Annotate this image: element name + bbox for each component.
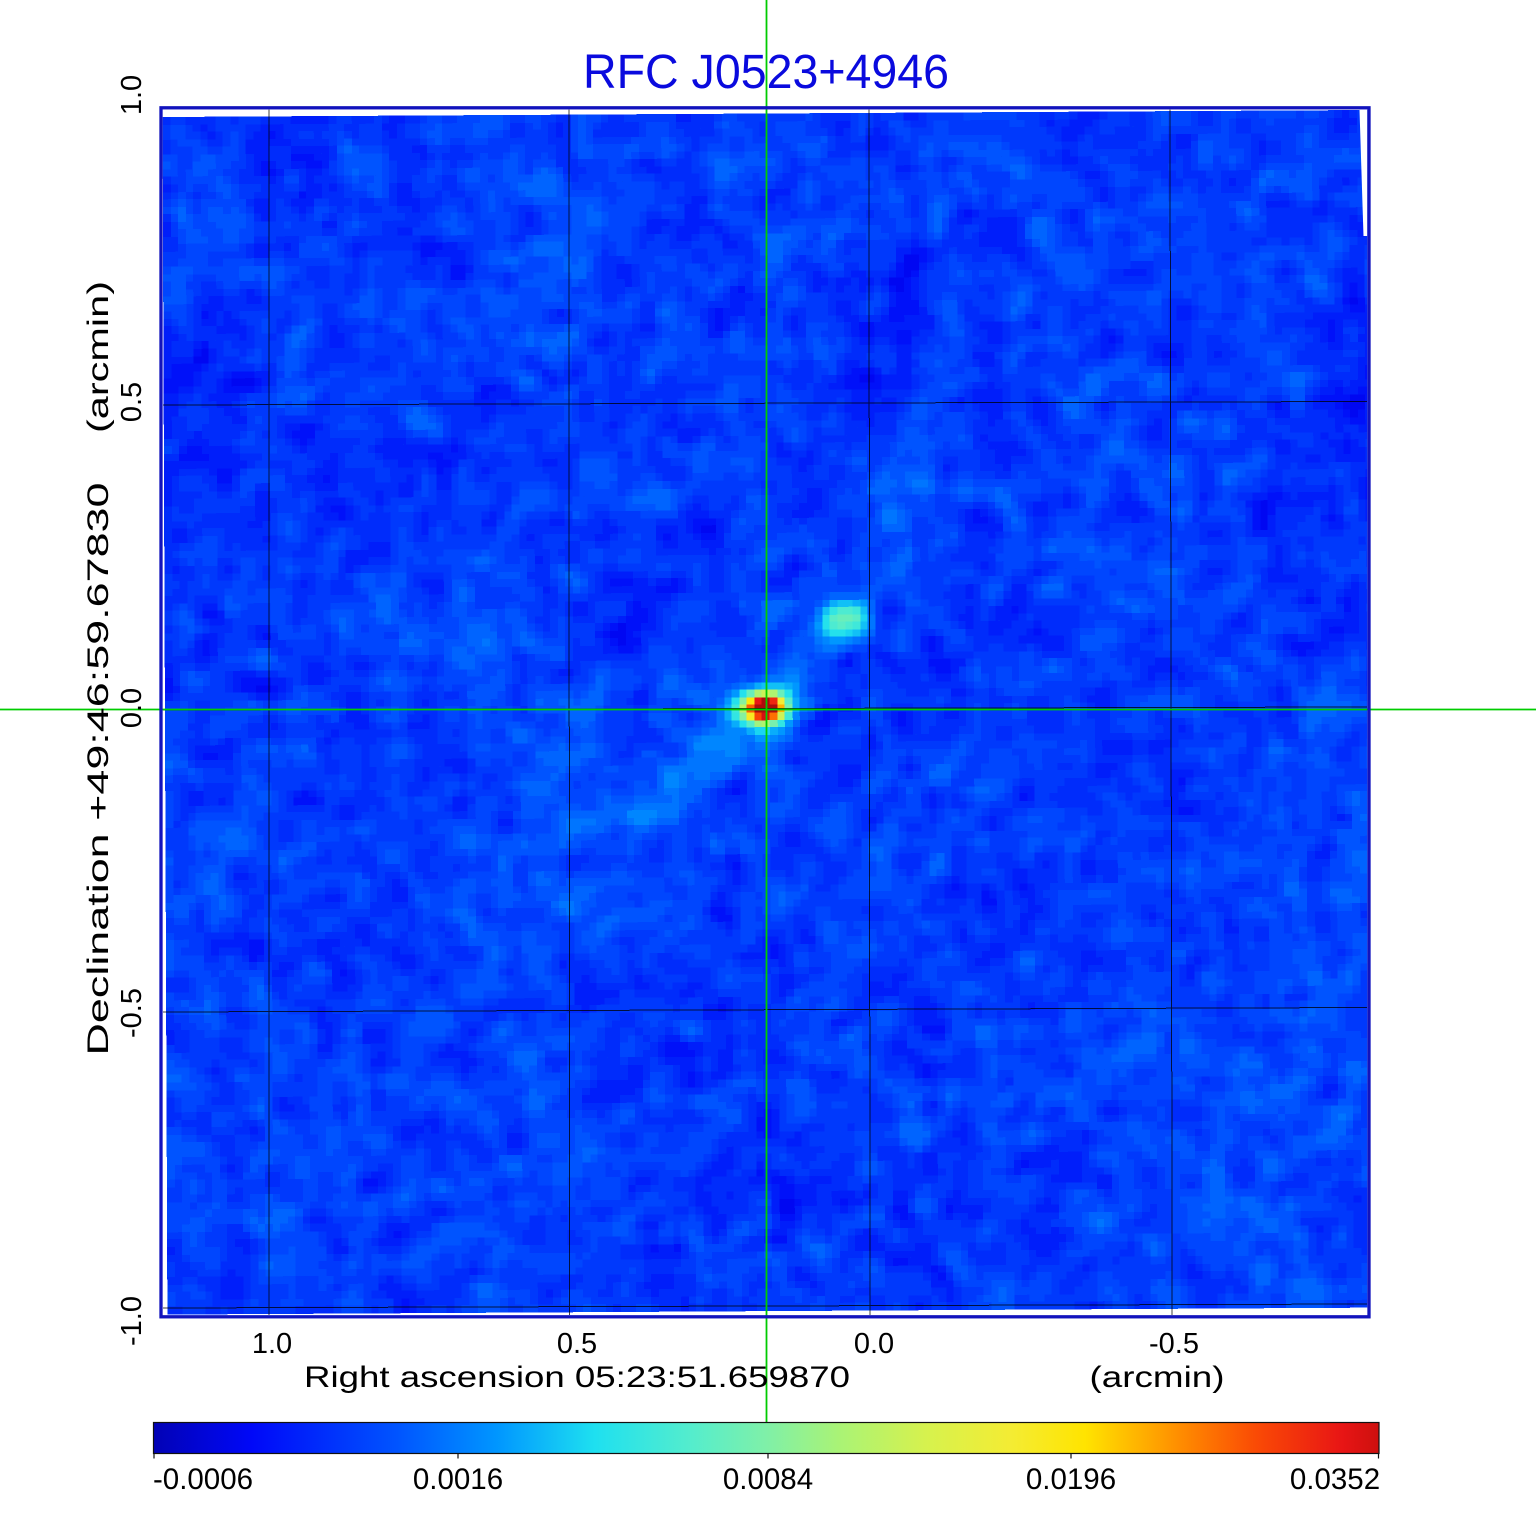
svg-text:0.0: 0.0 — [854, 1328, 894, 1360]
svg-text:-0.5: -0.5 — [1149, 1328, 1199, 1360]
svg-text:0.5: 0.5 — [557, 1328, 597, 1360]
svg-text:0.0084: 0.0084 — [723, 1463, 813, 1496]
svg-text:Declination +49:46:59.67830: Declination +49:46:59.67830 — [82, 483, 115, 1056]
svg-text:-1.0: -1.0 — [116, 1296, 148, 1346]
svg-text:1.0: 1.0 — [116, 75, 148, 115]
svg-text:Right ascension 05:23:51.6598: Right ascension 05:23:51.659870 — [304, 1361, 850, 1394]
svg-text:0.5: 0.5 — [116, 382, 148, 422]
svg-text:-0.0006: -0.0006 — [153, 1463, 253, 1496]
svg-text:(arcmin): (arcmin) — [1090, 1361, 1225, 1394]
svg-text:-0.5: -0.5 — [116, 988, 148, 1038]
svg-text:(arcmin): (arcmin) — [82, 281, 115, 433]
svg-text:0.0196: 0.0196 — [1026, 1463, 1116, 1496]
svg-text:1.0: 1.0 — [252, 1328, 292, 1360]
svg-text:0.0352: 0.0352 — [1290, 1463, 1380, 1496]
svg-text:0.0: 0.0 — [116, 688, 148, 728]
svg-text:0.0016: 0.0016 — [413, 1463, 503, 1496]
